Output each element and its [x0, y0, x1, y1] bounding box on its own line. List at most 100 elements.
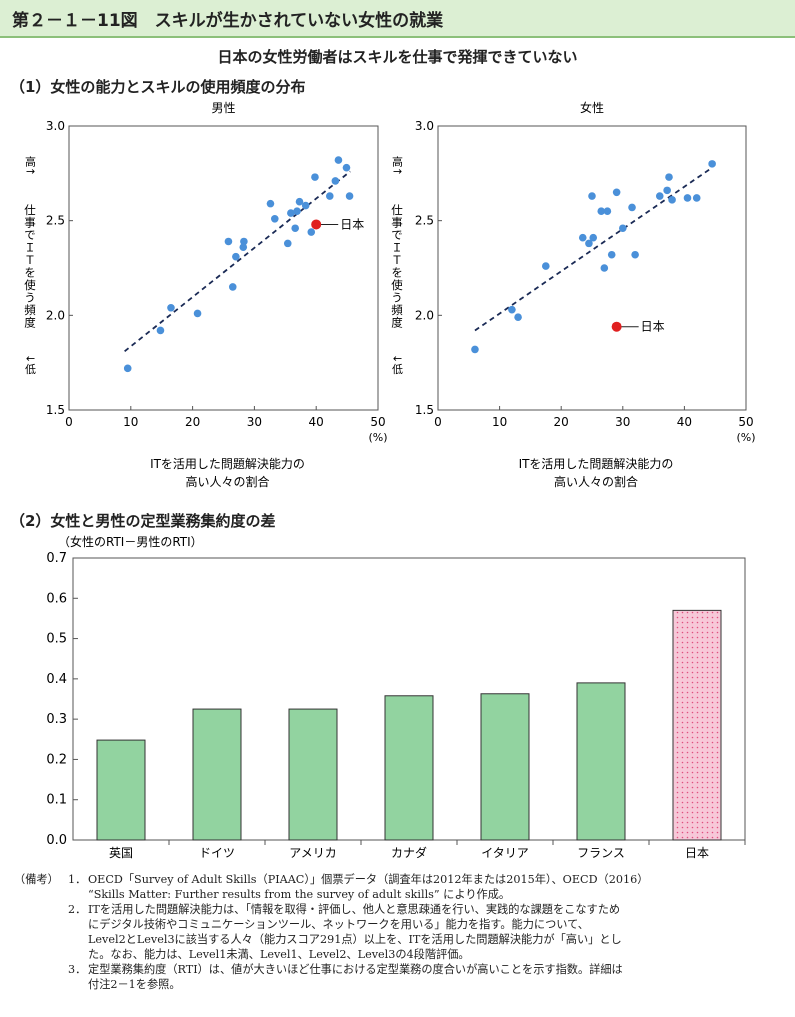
male-data-point [156, 326, 165, 335]
note-text: OECD「Survey of Adult Skills（PIAAC）」個票データ… [88, 872, 784, 902]
female-data-point [578, 233, 587, 242]
bar-category-label: アメリカ [289, 846, 336, 860]
note-line: た。なお、能力は、Level1未満、Level1、Level2、Level3の4… [88, 948, 470, 961]
male-data-point [295, 197, 304, 206]
note-text: 定型業務集約度（RTI）は、値が大きいほど仕事における定型業務の度合いが高いこと… [88, 962, 784, 992]
male-highlight-label: 日本 [340, 217, 364, 231]
male-data-point [167, 303, 175, 312]
male-data-point [301, 201, 310, 210]
female-data-point [597, 207, 606, 215]
male-y-tick-label: 2.0 [46, 308, 65, 322]
male-xlabel-line1: ITを活用した問題解決能力の [150, 457, 305, 471]
scatter-chart-female: 女性 0 10 20 30 40 50 (%) 1.5 2.0 2.5 3.0 高↑ 仕事でＩＴを使う頻度… [390, 100, 756, 489]
bar-category-label: イタリア [481, 846, 529, 860]
female-x-tick-label: 30 [615, 415, 630, 429]
male-data-point [331, 177, 340, 185]
female-data-point [508, 305, 516, 314]
note-number: 2． [68, 903, 87, 916]
notes-items: 1． OECD「Survey of Adult Skills（PIAAC）」個票デ… [68, 872, 784, 992]
note-line: “Skills Matter: Further results from the… [88, 888, 511, 901]
male-data-point [228, 283, 237, 291]
notes-lead: （備考） [14, 873, 59, 886]
note-number: 3． [68, 963, 87, 976]
note-line: ITを活用した問題解決能力は、「情報を取得・評価し、他人と意思疎通を行い、実践的… [88, 903, 621, 916]
male-data-point [293, 207, 301, 215]
note-item: 2． ITを活用した問題解決能力は、「情報を取得・評価し、他人と意思疎通を行い、実… [68, 902, 784, 962]
female-ylabel-high: 高↑ [391, 155, 404, 177]
male-trend-line [124, 170, 351, 353]
note-item: 3． 定型業務集約度（RTI）は、値が大きいほど仕事における定型業務の度合いが高い… [68, 962, 784, 992]
female-data-point [663, 186, 671, 195]
bar-y-tick-label: 0.5 [46, 632, 67, 647]
bar-category-label: フランス [577, 846, 625, 860]
note-number: 1． [68, 873, 87, 886]
female-ylabel-low: ↓低 [391, 354, 404, 375]
bar-y-tick-label: 0.2 [46, 752, 67, 767]
female-xlabel-line1: ITを活用した問題解決能力の [519, 457, 674, 471]
note-line: にデジタル技術やコミュニケーションツール、ネットワークを用いる」能力を指す。能力… [88, 918, 589, 931]
female-y-tick-label: 3.0 [415, 119, 434, 133]
section1-title: （1）女性の能力とスキルの使用頻度の分布 [10, 78, 306, 96]
bar [288, 708, 338, 841]
bar-y-tick-label: 0.1 [46, 793, 67, 808]
figure-title: 第２－１－11図 スキルが生かされていない女性の就業 [12, 11, 444, 31]
male-data-point [287, 209, 295, 217]
male-x-tick-label: 30 [247, 415, 262, 429]
female-data-point [589, 233, 598, 242]
female-xlabel-line2: 高い人々の割合 [554, 474, 638, 489]
female-data-point [631, 250, 639, 259]
female-x-tick-label: 0 [434, 415, 442, 429]
female-ylabel-main: 仕事でＩＴを使う頻度 [390, 204, 404, 329]
female-data-point [585, 239, 593, 248]
male-y-tick-label: 3.0 [46, 119, 65, 133]
bar [384, 695, 434, 841]
female-data-point [683, 194, 692, 202]
bar-japan [672, 609, 722, 841]
note-line: Level2とLevel3に該当する人々（能力スコア291点）以上を、ITを活用… [88, 933, 622, 946]
female-trend-line [474, 166, 713, 332]
male-x-tick-label: 40 [309, 415, 324, 429]
male-x-tick-label: 50 [370, 415, 385, 429]
bar-y-tick-label: 0.3 [46, 712, 67, 727]
bar [480, 693, 530, 841]
male-data-point [334, 156, 343, 164]
note-line: 付注2－1を参照。 [88, 978, 181, 991]
female-data-point [612, 188, 621, 197]
scatter-chart-male: 男性 0 10 20 30 40 50 (%) 1.5 2.0 2.5 3.0 高↑ 仕事でＩＴを使う頻度… [23, 101, 388, 489]
male-ylabel-main: 仕事でＩＴを使う頻度 [23, 204, 37, 329]
male-data-point [266, 199, 275, 208]
female-x-tick-label: 50 [738, 415, 753, 429]
male-x-tick-label: 10 [123, 415, 138, 429]
female-data-point [542, 262, 550, 270]
bar [192, 708, 242, 841]
female-data-point [665, 173, 673, 181]
female-x-tick-label: 10 [492, 415, 507, 429]
figure-subtitle: 日本の女性労働者はスキルを仕事で発揮できていない [217, 48, 578, 66]
male-highlight-point [311, 219, 322, 230]
note-text: ITを活用した問題解決能力は、「情報を取得・評価し、他人と意思疎通を行い、実践的… [88, 902, 784, 962]
female-data-point [514, 313, 522, 322]
male-ylabel-low: ↓低 [24, 354, 37, 375]
female-chart-title: 女性 [580, 100, 604, 115]
female-y-tick-label: 2.0 [415, 308, 434, 322]
male-x-tick-label: 20 [185, 415, 200, 429]
bar-y-tick-label: 0.4 [46, 672, 67, 687]
section2-title: （2）女性と男性の定型業務集約度の差 [10, 512, 276, 530]
female-data-point [708, 160, 716, 168]
male-xlabel-line2: 高い人々の割合 [185, 474, 269, 489]
male-data-point [193, 309, 202, 318]
female-data-point [655, 192, 664, 200]
male-x-unit: (%) [368, 431, 387, 444]
bar-y-tick-label: 0.0 [46, 833, 67, 848]
note-item: 1． OECD「Survey of Adult Skills（PIAAC）」個票デ… [68, 872, 784, 902]
note-line: 定型業務集約度（RTI）は、値が大きいほど仕事における定型業務の度合いが高いこと… [88, 963, 623, 976]
figure-title-bar: 第２－１－11図 スキルが生かされていない女性の就業 [0, 0, 795, 38]
male-data-point [224, 237, 233, 246]
female-x-tick-label: 40 [677, 415, 692, 429]
bar-chart-rti: （女性のRTI－男性のRTI） 0.0 0.1 0.2 0.3 0.4 0.5 0.6 0.7 英… [46, 534, 746, 860]
male-data-point [307, 228, 316, 236]
male-data-point [232, 252, 240, 261]
female-data-point [607, 250, 616, 259]
female-x-unit: (%) [736, 431, 755, 444]
bar-category-label: 英国 [109, 846, 133, 860]
